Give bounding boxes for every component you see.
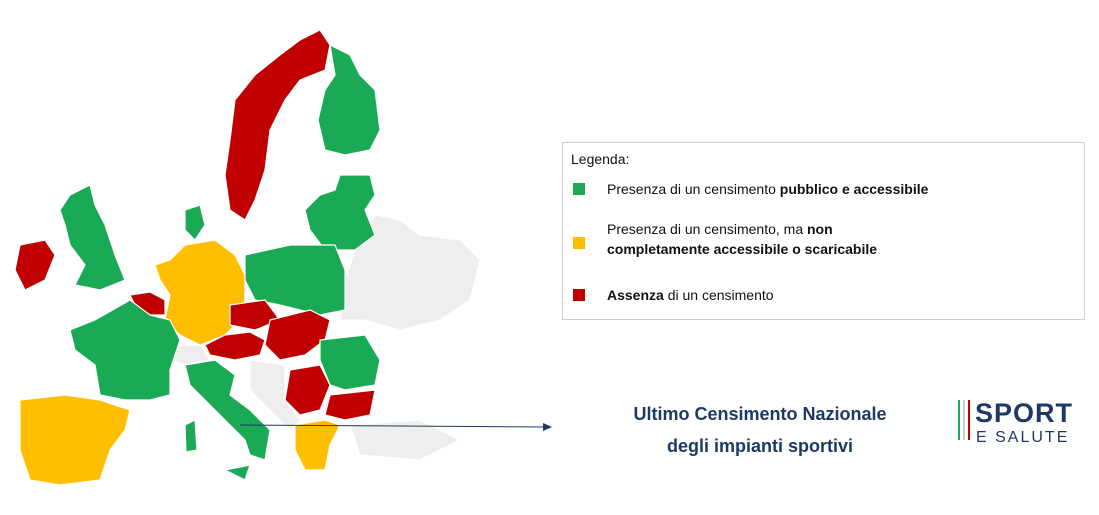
country <box>204 331 266 361</box>
country <box>319 334 381 391</box>
country <box>154 239 246 346</box>
country <box>184 419 198 453</box>
legend-item: Assenza di un censimento <box>573 285 1007 305</box>
country <box>69 299 181 401</box>
country <box>14 239 56 291</box>
logo-bar <box>958 400 960 440</box>
legend-text: Presenza di un censimento <box>607 181 780 197</box>
legend-text: di un censimento <box>663 287 774 303</box>
legend-swatch <box>573 289 585 301</box>
legend-text: pubblico e accessibile <box>779 181 929 197</box>
legend-swatch <box>573 183 585 195</box>
country <box>284 364 331 416</box>
legend-text: Presenza di un censimento, ma <box>607 221 807 237</box>
country <box>264 309 331 361</box>
logo-bar <box>963 400 965 440</box>
legend-swatch <box>573 237 585 249</box>
legend-text: Assenza <box>607 287 664 303</box>
legend: Legenda: Presenza di un censimento pubbl… <box>562 142 1085 320</box>
country <box>19 394 131 486</box>
country <box>339 214 481 331</box>
logo-title: SPORT <box>975 398 1074 428</box>
legend-title: Legenda: <box>571 151 630 167</box>
logo-subtitle: E SALUTE <box>976 429 1070 446</box>
country <box>59 184 126 291</box>
country <box>229 299 281 331</box>
legend-item: Presenza di un censimento pubblico e acc… <box>573 179 1007 199</box>
annotation-line: Ultimo Censimento Nazionale <box>633 404 887 424</box>
legend-text: non completamente accessibile o scaricab… <box>607 221 878 257</box>
country <box>244 244 346 316</box>
legend-item: Presenza di un censimento, ma non comple… <box>573 219 907 259</box>
country <box>294 419 341 471</box>
arrow-head <box>543 423 552 431</box>
country <box>184 359 271 461</box>
country <box>224 29 331 221</box>
annotation: Ultimo Censimento Nazionale degli impiant… <box>580 398 940 462</box>
country <box>184 204 206 241</box>
country <box>304 174 376 251</box>
country <box>349 419 462 461</box>
logo-bar <box>968 400 970 440</box>
country <box>317 43 381 156</box>
country <box>324 389 376 421</box>
countries <box>14 29 481 486</box>
country <box>223 464 251 481</box>
annotation-line: degli impianti sportivi <box>666 436 854 456</box>
arrow <box>239 424 546 428</box>
